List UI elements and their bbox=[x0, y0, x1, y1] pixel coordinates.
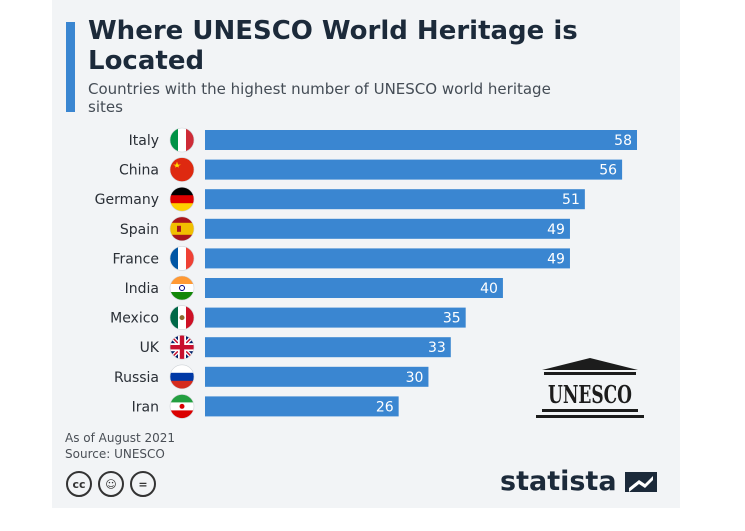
bar-row-russia: Russia 30 bbox=[114, 364, 429, 390]
iran-flag-icon bbox=[169, 394, 195, 419]
bar-value-label: 56 bbox=[599, 163, 617, 179]
footnote-source: Source: UNESCO bbox=[65, 447, 165, 461]
category-label: Russia bbox=[114, 370, 159, 386]
infographic-card: Where UNESCO World Heritage is Located C… bbox=[52, 0, 680, 508]
bar-value-label: 35 bbox=[443, 311, 461, 327]
bar bbox=[205, 130, 637, 150]
bar-value-label: 26 bbox=[376, 399, 394, 415]
india-flag-icon bbox=[169, 275, 195, 301]
category-label: Germany bbox=[95, 192, 159, 208]
statista-logo-icon bbox=[624, 471, 657, 492]
footnote: As of August 2021 Source: UNESCO bbox=[65, 430, 175, 462]
page-title: Where UNESCO World Heritage is Located bbox=[88, 16, 578, 76]
bar-row-france: France 49 bbox=[112, 246, 570, 271]
russia-flag-icon bbox=[169, 364, 195, 390]
spain-flag-icon bbox=[169, 216, 195, 242]
china-flag-icon bbox=[169, 157, 195, 182]
bar-chart: Italy 58 China 56 Germany 51 Spain 49 France 49 In… bbox=[95, 127, 637, 419]
page-subtitle: Countries with the highest number of UNE… bbox=[88, 80, 551, 116]
france-flag-icon bbox=[169, 246, 195, 271]
category-label: Spain bbox=[120, 222, 159, 238]
category-label: Iran bbox=[132, 399, 159, 415]
bar bbox=[205, 396, 399, 417]
bar-value-label: 49 bbox=[547, 251, 565, 267]
bar bbox=[205, 307, 466, 328]
cc-icon[interactable]: cc bbox=[66, 471, 92, 497]
germany-flag-icon bbox=[169, 186, 195, 212]
bar bbox=[205, 337, 451, 358]
bar bbox=[205, 159, 623, 180]
bar-row-iran: Iran 26 bbox=[132, 394, 399, 419]
bar-value-label: 33 bbox=[428, 340, 446, 356]
nd-equals-icon[interactable]: = bbox=[130, 471, 156, 497]
category-label: France bbox=[112, 251, 159, 267]
bar-row-india: India 40 bbox=[125, 275, 503, 301]
bar bbox=[205, 218, 570, 239]
unesco-temple-logo: UNESCO bbox=[536, 358, 644, 418]
bar-value-label: 30 bbox=[406, 370, 424, 386]
bar-value-label: 40 bbox=[480, 281, 498, 297]
bar-value-label: 51 bbox=[562, 192, 580, 208]
statista-wordmark: statista bbox=[500, 466, 617, 497]
category-label: India bbox=[125, 281, 159, 297]
italy-flag-icon bbox=[169, 127, 195, 153]
unesco-logo-text: UNESCO bbox=[548, 380, 632, 409]
bar-row-mexico: Mexico 35 bbox=[110, 305, 466, 330]
bar-value-label: 49 bbox=[547, 222, 565, 238]
category-label: UK bbox=[140, 340, 160, 356]
bar-row-italy: Italy 58 bbox=[129, 127, 637, 153]
title-accent-bar bbox=[66, 22, 75, 112]
bar-row-china: China 56 bbox=[119, 157, 623, 182]
category-label: Italy bbox=[129, 133, 159, 149]
by-person-icon[interactable]: ☺ bbox=[98, 471, 124, 497]
uk-flag-icon bbox=[169, 334, 195, 360]
bar-value-label: 58 bbox=[614, 133, 632, 149]
bar bbox=[205, 366, 429, 387]
footnote-date: As of August 2021 bbox=[65, 431, 176, 445]
category-label: Mexico bbox=[110, 311, 159, 327]
statista-brand[interactable]: statista bbox=[500, 466, 657, 497]
bar bbox=[205, 248, 570, 269]
mexico-flag-icon bbox=[169, 305, 195, 330]
bar-row-spain: Spain 49 bbox=[120, 216, 570, 242]
bar-row-germany: Germany 51 bbox=[95, 186, 585, 212]
bar bbox=[205, 189, 585, 210]
bar-row-uk: UK 33 bbox=[140, 334, 451, 360]
license-icons: cc ☺ = bbox=[66, 471, 156, 497]
category-label: China bbox=[119, 163, 159, 179]
bar bbox=[205, 278, 503, 298]
